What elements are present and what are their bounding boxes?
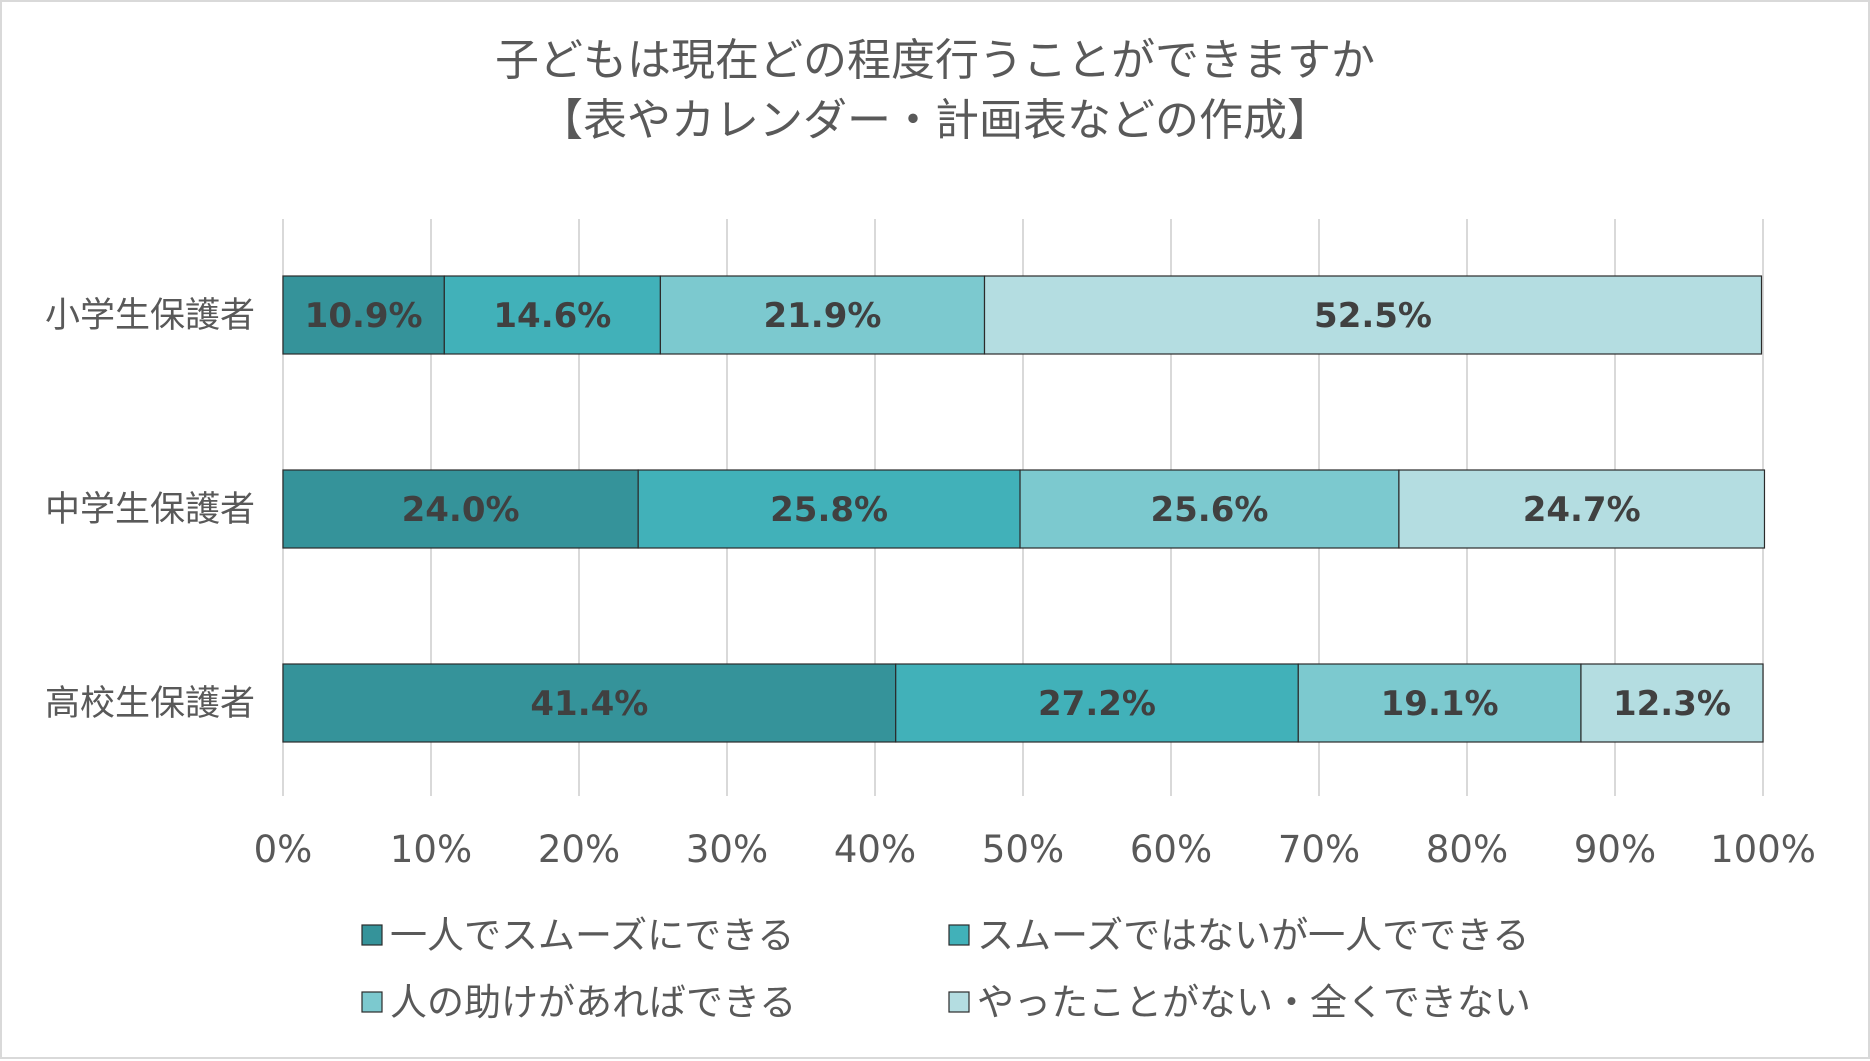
x-tick-label: 40% (834, 828, 916, 871)
category-label: 中学生保護者 (45, 490, 255, 530)
x-tick-label: 20% (538, 828, 620, 871)
data-label: 24.0% (402, 490, 520, 530)
bar-segment (1398, 469, 1766, 549)
legend-swatch (361, 991, 383, 1013)
category-label: 小学生保護者 (45, 296, 255, 336)
data-label: 24.7% (1523, 490, 1641, 530)
bar-segment (659, 275, 986, 355)
legend-label: 一人でスムーズにできる (390, 914, 794, 957)
legend-swatch (948, 991, 970, 1013)
legend-label: 人の助けがあればできる (390, 981, 796, 1024)
bar-segment (983, 275, 1763, 355)
chart-title-line-1: 子どもは現在どの程度行うことができますか (495, 35, 1375, 86)
bar-segment (282, 663, 897, 743)
x-tick-label: 80% (1426, 828, 1508, 871)
bar-segment (637, 469, 1021, 549)
chart-title-line-2: 【表やカレンダー・計画表などの作成】 (539, 95, 1331, 146)
bar-segment (1019, 469, 1400, 549)
x-tick-label: 90% (1574, 828, 1656, 871)
legend-swatch (361, 924, 383, 946)
data-label: 21.9% (763, 296, 881, 336)
bar-series: 10.9% 14.6% 21.9% 52.5% 24.0% 25.8% 25.6% 24.7%… (282, 275, 1766, 743)
x-tick-label: 0% (254, 828, 313, 871)
data-label: 25.6% (1150, 490, 1268, 530)
category-label: 高校生保護者 (45, 684, 255, 724)
data-label: 41.4% (530, 684, 648, 724)
bar-segment (282, 275, 445, 355)
x-tick-label: 50% (982, 828, 1064, 871)
x-tick-label: 70% (1278, 828, 1360, 871)
x-tick-label: 60% (1130, 828, 1212, 871)
data-label: 25.8% (770, 490, 888, 530)
x-tick-label: 30% (686, 828, 768, 871)
bar-segment (895, 663, 1299, 743)
data-label: 14.6% (493, 296, 611, 336)
bar-segment (443, 275, 662, 355)
data-label: 52.5% (1314, 296, 1432, 336)
bar-segment (282, 469, 639, 549)
x-axis-tick-labels: 0% 10% 20% 30% 40% 50% 60% 70% 80% 90% 100% (254, 828, 1816, 871)
legend-label: スムーズではないが一人でできる (977, 914, 1529, 957)
legend-label: やったことがない・全くできない (977, 981, 1531, 1024)
bar-segment (1297, 663, 1582, 743)
data-label: 10.9% (305, 296, 423, 336)
x-tick-label: 10% (390, 828, 472, 871)
x-tick-label: 100% (1710, 828, 1816, 871)
data-label: 27.2% (1038, 684, 1156, 724)
legend-swatch (948, 924, 970, 946)
data-label: 12.3% (1613, 684, 1731, 724)
data-label: 19.1% (1381, 684, 1499, 724)
bar-segment (1580, 663, 1764, 743)
